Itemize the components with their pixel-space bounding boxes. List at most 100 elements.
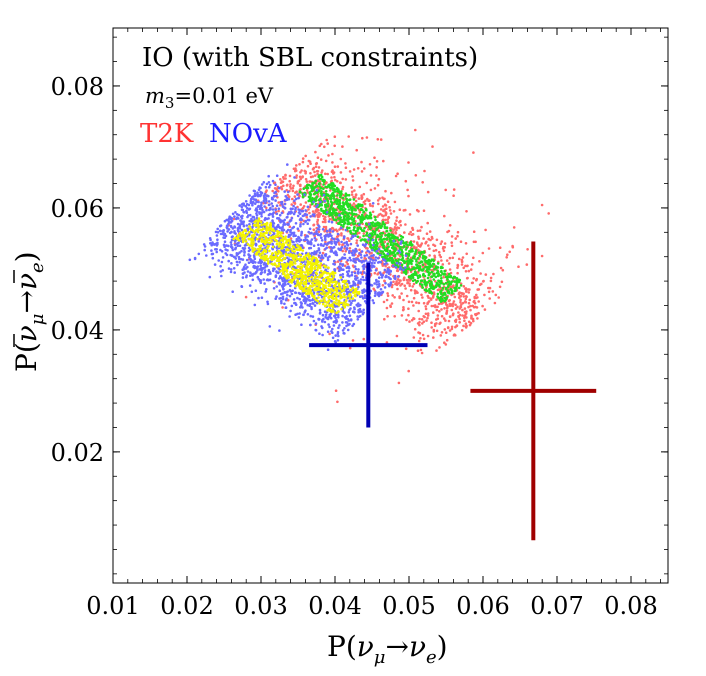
scatter-point bbox=[262, 181, 266, 184]
scatter-point bbox=[466, 264, 469, 268]
scatter-point bbox=[225, 253, 229, 257]
scatter-point bbox=[329, 291, 332, 294]
scatter-point bbox=[256, 275, 260, 279]
scatter-point bbox=[232, 267, 236, 270]
scatter-point bbox=[458, 278, 462, 282]
scatter-point bbox=[223, 240, 227, 243]
scatter-point bbox=[265, 241, 269, 244]
scatter-point bbox=[394, 231, 397, 234]
scatter-point bbox=[307, 276, 311, 280]
scatter-point bbox=[346, 258, 350, 262]
scatter-point bbox=[247, 233, 251, 236]
scatter-point bbox=[400, 263, 404, 267]
scatter-point bbox=[323, 236, 327, 240]
scatter-point bbox=[365, 234, 368, 237]
scatter-point bbox=[351, 297, 355, 300]
scatter-point bbox=[308, 254, 312, 258]
scatter-point bbox=[350, 207, 354, 211]
scatter-point bbox=[448, 272, 451, 276]
scatter-point bbox=[368, 260, 372, 264]
scatter-point bbox=[280, 301, 283, 305]
scatter-point bbox=[366, 197, 369, 201]
scatter-point bbox=[425, 232, 429, 235]
scatter-point bbox=[404, 241, 408, 244]
scatter-point bbox=[300, 302, 304, 305]
scatter-point bbox=[308, 227, 312, 231]
scatter-point bbox=[446, 280, 450, 284]
scatter-point bbox=[336, 232, 340, 236]
scatter-point bbox=[365, 181, 369, 185]
scatter-point bbox=[247, 246, 251, 250]
scatter-point bbox=[417, 339, 421, 343]
scatter-point bbox=[317, 254, 321, 257]
scatter-point bbox=[412, 282, 416, 286]
scatter-point bbox=[320, 142, 323, 146]
scatter-point bbox=[404, 179, 408, 183]
scatter-point bbox=[360, 221, 364, 224]
scatter-point bbox=[334, 178, 337, 182]
scatter-point bbox=[277, 245, 281, 248]
scatter-point bbox=[437, 283, 440, 287]
scatter-point bbox=[284, 241, 288, 244]
scatter-point bbox=[364, 215, 368, 219]
scatter-point bbox=[264, 263, 268, 267]
scatter-point bbox=[428, 287, 431, 291]
scatter-point bbox=[280, 219, 283, 223]
scatter-point bbox=[372, 230, 376, 234]
scatter-point bbox=[241, 246, 245, 250]
scatter-point bbox=[308, 205, 312, 209]
scatter-point bbox=[420, 225, 423, 229]
scatter-point bbox=[497, 296, 501, 299]
scatter-point bbox=[442, 283, 446, 286]
scatter-point bbox=[324, 313, 328, 317]
scatter-point bbox=[291, 272, 295, 276]
scatter-point bbox=[352, 257, 355, 261]
scatter-point bbox=[317, 288, 321, 291]
scatter-point bbox=[342, 295, 346, 299]
scatter-point bbox=[332, 275, 336, 279]
scatter-point bbox=[303, 193, 306, 196]
scatter-point bbox=[411, 256, 415, 260]
scatter-point bbox=[425, 289, 429, 293]
scatter-point bbox=[238, 204, 241, 207]
scatter-point bbox=[375, 235, 379, 239]
scatter-point bbox=[454, 289, 457, 293]
scatter-point bbox=[351, 339, 355, 342]
scatter-point bbox=[311, 182, 314, 185]
scatter-point bbox=[331, 271, 334, 274]
scatter-point bbox=[298, 297, 302, 301]
scatter-point bbox=[418, 317, 421, 321]
scatter-point bbox=[417, 301, 421, 305]
scatter-point bbox=[494, 293, 498, 297]
scatter-point bbox=[454, 307, 458, 310]
scatter-point bbox=[248, 248, 252, 252]
scatter-point bbox=[389, 240, 393, 244]
scatter-point bbox=[356, 272, 360, 275]
scatter-point bbox=[286, 163, 289, 166]
scatter-point bbox=[262, 232, 265, 236]
scatter-point bbox=[364, 199, 367, 203]
scatter-point bbox=[351, 175, 354, 178]
scatter-point bbox=[477, 288, 481, 291]
scatter-point bbox=[352, 168, 356, 171]
scatter-point bbox=[339, 276, 343, 279]
scatter-point bbox=[379, 273, 383, 276]
scatter-point bbox=[290, 203, 294, 206]
scatter-point bbox=[540, 203, 544, 207]
scatter-point bbox=[357, 310, 360, 314]
scatter-point bbox=[461, 301, 465, 305]
scatter-point bbox=[382, 257, 385, 261]
scatter-point bbox=[417, 244, 421, 247]
scatter-point bbox=[331, 161, 334, 164]
scatter-point bbox=[254, 219, 258, 222]
scatter-point bbox=[232, 255, 236, 259]
scatter-point bbox=[451, 276, 455, 280]
scatter-point bbox=[329, 189, 332, 192]
scatter-point bbox=[272, 287, 276, 290]
scatter-point bbox=[440, 331, 444, 334]
scatter-point bbox=[340, 289, 344, 292]
scatter-point bbox=[280, 211, 284, 215]
scatter-point bbox=[426, 281, 430, 284]
scatter-point bbox=[348, 274, 351, 278]
scatter-point bbox=[351, 253, 355, 257]
